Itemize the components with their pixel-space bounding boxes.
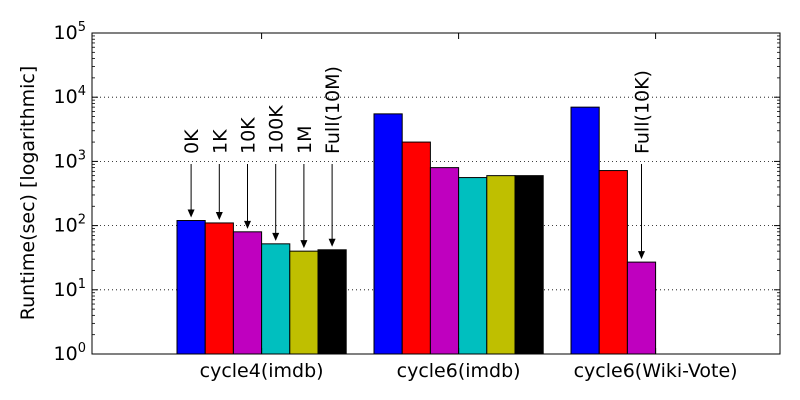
bar-0k-0 (176, 220, 206, 355)
annotation-label: Full(10K) (632, 70, 654, 154)
category-label-2: cycle6(Wiki-Vote) (574, 360, 738, 382)
annotation-arrow-head (328, 238, 336, 247)
bar-0k-2 (570, 106, 600, 355)
bar-1k-0 (204, 222, 234, 355)
y-tick-label-1: 101 (54, 277, 86, 301)
annotation-label: 1K (209, 129, 231, 154)
y-tick-label-0: 100 (54, 341, 86, 365)
y-tick-label-4: 104 (54, 84, 86, 108)
annotation-full-10m-: Full(10M) (322, 66, 344, 247)
bar-1k-1 (401, 141, 431, 355)
annotation-1k: 1K (209, 129, 231, 220)
bar-0k-1 (373, 113, 403, 355)
bar-full-10m--1 (514, 175, 544, 355)
bar-full-10m--0 (317, 249, 347, 355)
annotation-label: 1M (294, 126, 316, 154)
annotation-label: 0K (181, 129, 203, 154)
bar-10k-0 (232, 231, 263, 355)
annotation-label: 100K (266, 105, 288, 154)
y-tick-label-3: 103 (54, 148, 86, 172)
y-tick-label-5: 105 (54, 20, 86, 44)
annotation-arrow-head (272, 232, 280, 241)
bar-1k-2 (598, 170, 628, 355)
bar-1m-1 (486, 175, 516, 355)
annotation-arrow-head (244, 220, 251, 229)
annotation-full-10k-: Full(10K) (632, 70, 654, 260)
bar-100k-0 (261, 243, 291, 355)
annotation-arrow-head (638, 251, 645, 260)
labels-layer: 100 101 102 103 104 105 cycle4(imdb) cycle6(imd… (54, 20, 738, 382)
ticks-layer (92, 32, 780, 355)
annotation-label: Full(10M) (322, 66, 344, 154)
annotations-layer: 0K 1K 10K 100K 1M Full(10M) Full(10K) (181, 66, 654, 260)
annotation-10k: 10K (238, 117, 260, 229)
annotation-100k: 100K (266, 105, 288, 241)
annotation-arrow-head (215, 211, 223, 220)
annotation-0k: 0K (181, 129, 203, 218)
bar-10k-1 (429, 167, 460, 355)
annotation-arrow-head (187, 209, 195, 218)
bar-10k-2 (626, 261, 657, 355)
bar-1m-0 (289, 250, 319, 355)
y-tick-label-2: 102 (54, 213, 86, 237)
annotation-1m: 1M (294, 126, 316, 249)
bar-100k-1 (458, 177, 488, 355)
annotation-label: 10K (238, 117, 260, 154)
plot-frame (91, 32, 781, 355)
y-axis-label: Runtime(sec) [logarithmic] (17, 66, 39, 321)
category-label-1: cycle6(imdb) (397, 360, 521, 382)
annotation-arrow-head (300, 240, 308, 249)
category-label-0: cycle4(imdb) (200, 360, 324, 382)
